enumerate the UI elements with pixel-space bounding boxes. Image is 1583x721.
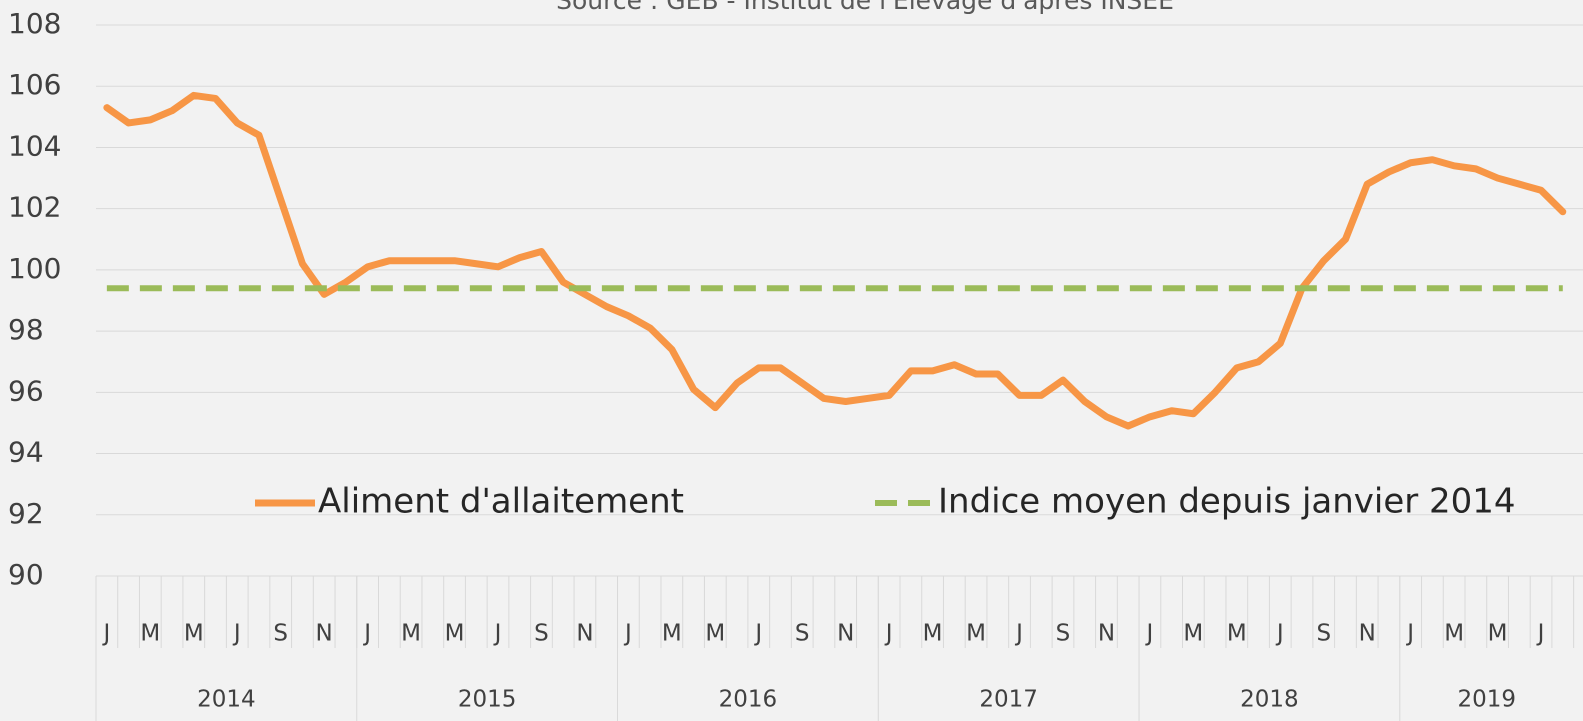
x-tick-label: J [623, 621, 632, 647]
y-tick-label: 94 [8, 436, 44, 469]
x-tick-label: M [966, 621, 986, 647]
x-tick-label: M [923, 621, 943, 647]
x-tick-label: J [101, 621, 110, 647]
legend-label: Indice moyen depuis janvier 2014 [938, 482, 1516, 522]
x-tick-label: S [534, 621, 549, 647]
year-label: 2014 [197, 687, 256, 713]
y-tick-label: 106 [8, 68, 61, 101]
x-tick-label: J [1145, 621, 1154, 647]
x-tick-label: M [662, 621, 682, 647]
x-tick-label: M [140, 621, 160, 647]
y-tick-label: 100 [8, 252, 61, 285]
legend-label: Aliment d'allaitement [318, 482, 684, 522]
line [103, 91, 1567, 430]
y-tick-label: 102 [8, 191, 61, 224]
x-tick-label: J [362, 621, 371, 647]
x-tick-label: J [1275, 621, 1284, 647]
chart-subtitle: Source : GEB - Institut de l'Elevage d'a… [556, 0, 1174, 15]
x-tick-label: N [316, 621, 333, 647]
year-label: 2017 [979, 687, 1038, 713]
x-tick-label: M [401, 621, 421, 647]
x-tick-label: J [232, 621, 241, 647]
x-tick-label: M [1488, 621, 1508, 647]
x-tick-label: M [184, 621, 204, 647]
x-tick-label: J [753, 621, 762, 647]
x-tick-label: J [1405, 621, 1414, 647]
x-tick-label: M [1227, 621, 1247, 647]
x-tick-label: M [445, 621, 465, 647]
year-label: 2019 [1457, 687, 1516, 713]
y-tick-label: 108 [8, 7, 61, 40]
x-tick-label: J [1536, 621, 1545, 647]
x-tick-label: S [273, 621, 288, 647]
year-label: 2015 [458, 687, 517, 713]
y-tick-label: 98 [8, 313, 44, 346]
x-tick-label: N [1359, 621, 1376, 647]
y-tick-label: 96 [8, 374, 44, 407]
x-tick-label: S [1316, 621, 1331, 647]
x-tick-label: J [1014, 621, 1023, 647]
x-tick-label: M [1444, 621, 1464, 647]
x-tick-label: M [705, 621, 725, 647]
x-tick-label: N [1098, 621, 1115, 647]
y-tick-label: 90 [8, 558, 44, 591]
x-tick-label: S [1056, 621, 1071, 647]
x-tick-label: N [576, 621, 593, 647]
year-label: 2018 [1240, 687, 1299, 713]
y-tick-label: 92 [8, 497, 44, 530]
x-tick-label: J [884, 621, 893, 647]
x-tick-label: S [795, 621, 810, 647]
x-tick-label: N [837, 621, 854, 647]
x-tick-label: J [493, 621, 502, 647]
x-tick-label: M [1183, 621, 1203, 647]
year-label: 2016 [719, 687, 778, 713]
y-tick-label: 104 [8, 129, 61, 162]
